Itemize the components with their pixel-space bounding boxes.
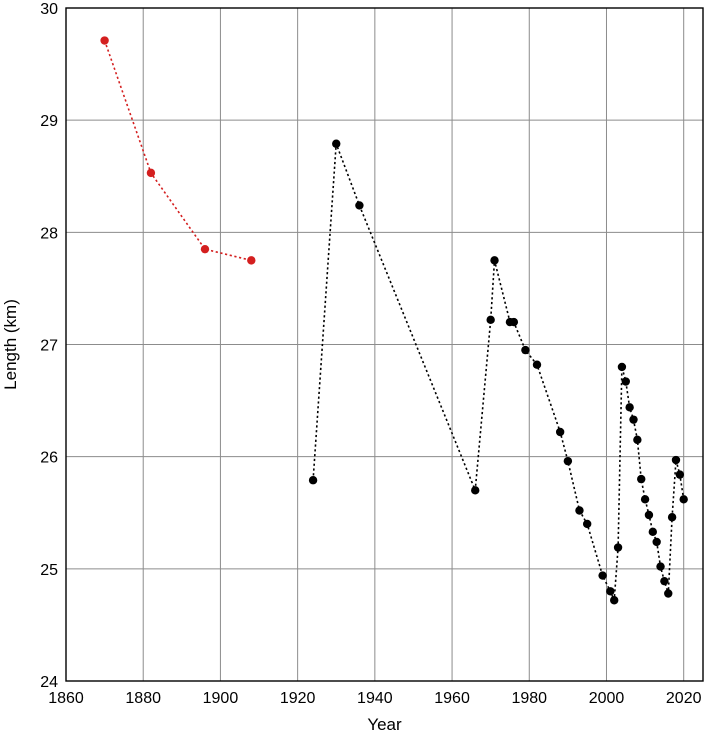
data-point [629, 415, 638, 424]
data-point [575, 506, 584, 515]
data-point [656, 562, 665, 571]
data-point [355, 201, 364, 210]
y-tick-label: 26 [40, 450, 58, 467]
y-tick-label: 27 [40, 338, 58, 355]
data-point [660, 576, 669, 586]
x-tick-label: 1920 [280, 690, 316, 707]
x-tick-label: 1860 [48, 690, 84, 707]
data-point [598, 571, 607, 580]
data-point [613, 543, 623, 552]
x-tick-label: 2000 [589, 690, 625, 707]
data-point [308, 476, 318, 485]
data-point [200, 244, 210, 254]
y-tick-label: 28 [40, 225, 58, 242]
data-point [610, 596, 619, 605]
data-series [100, 36, 688, 605]
data-point [621, 377, 630, 386]
grid-lines [66, 8, 703, 681]
data-point [606, 587, 615, 596]
x-tick-label: 1880 [125, 690, 161, 707]
data-point [644, 510, 654, 520]
data-point [648, 527, 658, 537]
data-point [471, 486, 480, 495]
data-point [490, 256, 499, 265]
data-point [640, 495, 650, 504]
data-point [146, 168, 156, 178]
data-point [637, 474, 646, 484]
data-point [652, 537, 661, 547]
y-tick-label: 24 [40, 674, 58, 691]
series-line [103, 40, 252, 262]
x-tick-label: 1960 [434, 690, 470, 707]
data-point [555, 427, 565, 437]
data-point [667, 513, 677, 522]
x-tick-label: 1940 [357, 690, 393, 707]
data-point [521, 345, 530, 355]
series-1 [308, 139, 688, 605]
x-tick-label: 1980 [511, 690, 547, 707]
data-point [509, 317, 519, 327]
x-tick-label: 1900 [203, 690, 239, 707]
data-point [671, 455, 681, 465]
y-axis-label: Length (km) [1, 299, 20, 390]
plot-frame [65, 7, 704, 682]
data-point [100, 36, 109, 45]
data-point [633, 435, 642, 445]
x-tick-label: 2020 [666, 690, 702, 707]
y-tick-label: 29 [40, 113, 58, 130]
series-0 [100, 36, 256, 265]
data-point [675, 470, 685, 479]
series-line [312, 143, 685, 601]
y-tick-label: 30 [40, 1, 58, 18]
data-point [486, 315, 495, 325]
tick-labels: 1860 1880 1900 1920 1940 1960 1980 2000 2020 24 25… [40, 1, 701, 707]
data-point [625, 403, 634, 412]
y-tick-label: 25 [40, 562, 58, 579]
data-point [532, 360, 542, 369]
data-point [664, 589, 673, 598]
data-point [247, 256, 256, 265]
data-point [679, 495, 688, 504]
x-axis-label: Year [367, 715, 402, 734]
data-point [332, 139, 341, 148]
data-point [563, 456, 573, 466]
data-point [582, 519, 592, 529]
data-point [617, 362, 627, 372]
